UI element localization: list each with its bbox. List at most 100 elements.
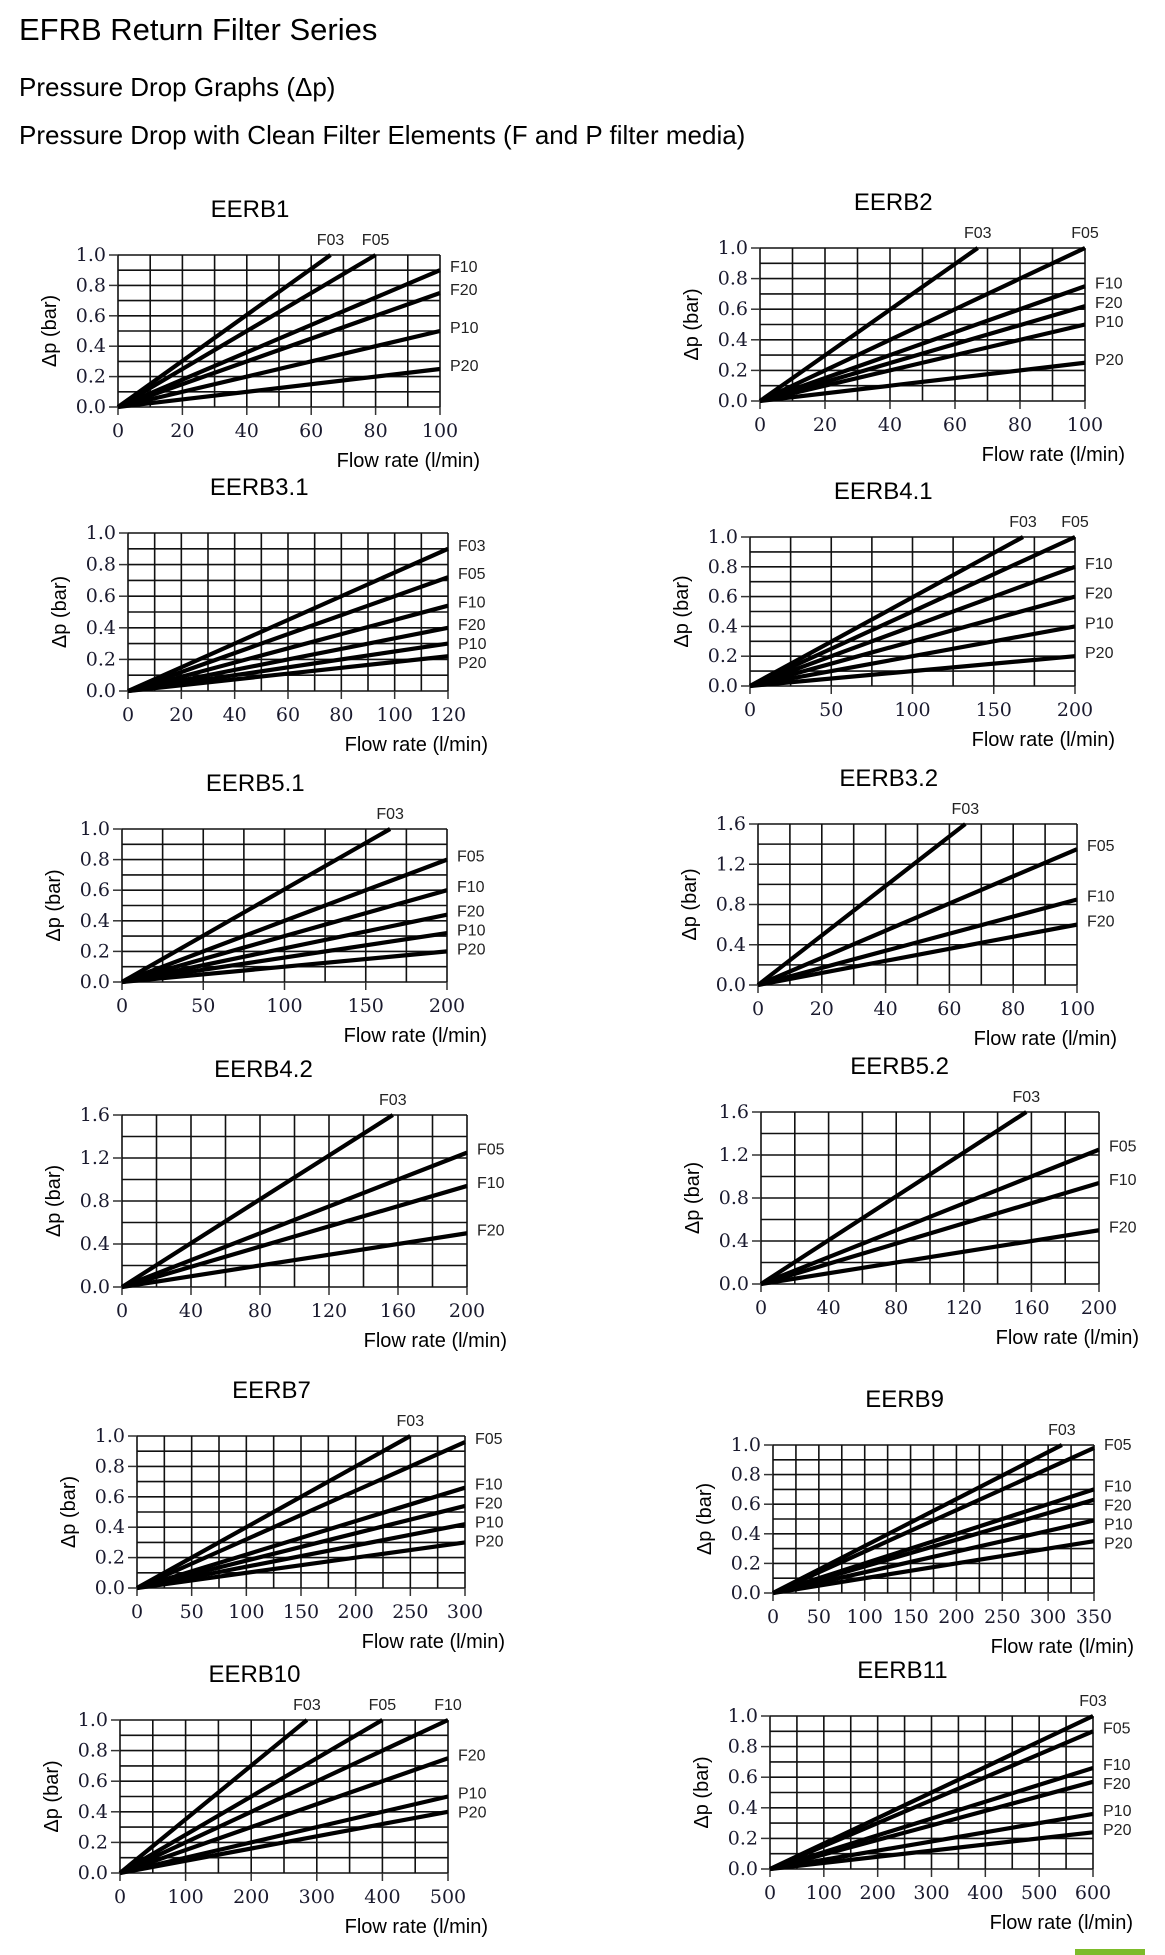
series-line-p20 <box>117 366 441 410</box>
series-line-f10 <box>760 1180 1100 1287</box>
y-tick-label: 0.2 <box>80 940 110 962</box>
x-tick-label: 400 <box>967 1882 1003 1904</box>
y-tick-label: 0.6 <box>76 305 106 327</box>
series-label-p10: P10 <box>458 636 487 653</box>
series-line-p20 <box>136 1540 466 1591</box>
y-tick-label: 0.4 <box>718 329 748 351</box>
series-line-p20 <box>121 949 448 985</box>
series-label-f20: F20 <box>1104 1497 1132 1514</box>
series-label-f05: F05 <box>1104 1437 1132 1454</box>
x-axis-label: Flow rate (l/min) <box>972 729 1115 751</box>
y-tick-label: 0.0 <box>719 1273 749 1295</box>
y-tick-label: 0.2 <box>76 366 106 388</box>
series-label-p10: P10 <box>1103 1803 1132 1820</box>
x-tick-label: 50 <box>191 995 215 1017</box>
x-tick-label: 150 <box>283 1601 319 1623</box>
series-label-p20: P20 <box>1103 1822 1132 1839</box>
y-axis-label: Δp (bar) <box>43 869 65 941</box>
x-tick-label: 120 <box>311 1300 347 1322</box>
series-label-f10: F10 <box>1087 888 1115 905</box>
chart-title: EERB2 <box>854 189 933 216</box>
y-tick-label: 0.2 <box>95 1547 125 1569</box>
series-line-f05 <box>749 535 1076 688</box>
series-line-f03 <box>759 1110 1028 1286</box>
y-axis-label: Δp (bar) <box>41 1760 63 1832</box>
y-tick-label: 1.6 <box>716 813 746 835</box>
x-tick-label: 80 <box>1001 998 1025 1020</box>
series-label-p10: P10 <box>1104 1516 1133 1533</box>
series-line-f10 <box>769 1766 1094 1872</box>
x-tick-label: 0 <box>114 1886 126 1908</box>
series-line-f05 <box>121 857 448 984</box>
chart-title: EERB1 <box>211 196 290 223</box>
series-label-p10: P10 <box>475 1515 504 1532</box>
x-tick-label: 40 <box>878 414 902 436</box>
y-tick-label: 0.8 <box>76 274 106 296</box>
series-line-p20 <box>759 360 1086 404</box>
x-tick-label: 200 <box>1081 1297 1117 1319</box>
chart-eerb2: 0.0 0.2 0.4 0.6 0.8 1.0 0 20 40 60 80 100 EERB2 Δp (b… <box>660 168 1165 476</box>
x-tick-label: 100 <box>806 1882 842 1904</box>
y-axis-label: Δp (bar) <box>694 1483 716 1555</box>
y-tick-label: 0.8 <box>708 556 738 578</box>
x-axis-label: Flow rate (l/min) <box>344 1025 487 1047</box>
chart-svg: 0.0 0.2 0.4 0.6 0.8 1.0 0 20 40 60 80 100 120 EERB3.1… <box>49 474 488 756</box>
series-line-f10 <box>136 1485 466 1591</box>
chart-svg: 0.0 0.2 0.4 0.6 0.8 1.0 0 20 40 60 80 100 EERB1 Δp (b… <box>39 196 480 472</box>
series-label-f05: F05 <box>1087 838 1115 855</box>
series-label-f10: F10 <box>458 595 486 612</box>
series-line-f20 <box>759 304 1086 404</box>
series-label-f20: F20 <box>1095 295 1123 312</box>
x-axis-label: Flow rate (l/min) <box>345 1916 488 1938</box>
y-tick-label: 1.0 <box>718 237 748 259</box>
chart-eerb5-1: 0.0 0.2 0.4 0.6 0.8 1.0 0 50 100 150 200 EERB5.1 Δp … <box>22 749 547 1057</box>
x-tick-label: 300 <box>299 1886 335 1908</box>
y-tick-label: 0.0 <box>76 396 106 418</box>
series-line-f10 <box>749 564 1076 688</box>
y-tick-label: 0.4 <box>716 934 746 956</box>
y-axis-label: Δp (bar) <box>679 868 701 940</box>
series-label-p10: P10 <box>457 923 486 940</box>
chart-title: EERB4.2 <box>214 1056 313 1083</box>
chart-title: EERB3.1 <box>210 474 309 501</box>
series-line-p20 <box>769 1830 1094 1872</box>
series-label-f10: F10 <box>1085 556 1113 573</box>
series-line-f03 <box>772 1443 1063 1595</box>
series-line-p10 <box>749 624 1076 689</box>
y-axis-label: Δp (bar) <box>43 1165 65 1237</box>
y-tick-label: 0.6 <box>728 1766 758 1788</box>
x-tick-label: 0 <box>767 1606 779 1628</box>
y-tick-label: 0.6 <box>731 1493 761 1515</box>
series-label-f20: F20 <box>475 1496 503 1513</box>
y-tick-label: 0.8 <box>718 268 748 290</box>
y-tick-label: 0.8 <box>80 849 110 871</box>
y-tick-label: 0.6 <box>86 585 116 607</box>
y-tick-label: 1.0 <box>728 1705 758 1727</box>
series-label-f03: F03 <box>376 806 404 823</box>
series-line-f05 <box>127 575 449 693</box>
series-line-f20 <box>136 1503 466 1591</box>
series-label-f03: F03 <box>1013 1089 1041 1106</box>
series-line-f10 <box>127 603 449 694</box>
y-tick-label: 1.0 <box>86 522 116 544</box>
x-axis-label: Flow rate (l/min) <box>362 1631 505 1653</box>
series-line-f20 <box>749 594 1076 689</box>
series-label-f10: F10 <box>1103 1757 1131 1774</box>
x-tick-label: 400 <box>364 1886 400 1908</box>
y-tick-label: 0.8 <box>728 1736 758 1758</box>
x-tick-label: 500 <box>1021 1882 1057 1904</box>
series-line-f05 <box>136 1440 466 1590</box>
x-tick-label: 300 <box>447 1601 483 1623</box>
series-label-f20: F20 <box>450 282 478 299</box>
y-axis-label: Δp (bar) <box>691 1756 713 1828</box>
series-line-f10 <box>121 888 448 985</box>
chart-svg: 0.0 0.4 0.8 1.2 1.6 0 20 40 60 80 100 EERB3.2 Δp (ba… <box>679 765 1117 1050</box>
x-tick-label: 100 <box>377 704 413 726</box>
chart-title: EERB7 <box>232 1377 311 1404</box>
x-tick-label: 120 <box>430 704 466 726</box>
chart-svg: 0.0 0.4 0.8 1.2 1.6 0 40 80 120 160 200 EERB4.2 Δp (… <box>43 1056 507 1352</box>
x-tick-label: 100 <box>266 995 302 1017</box>
x-axis-label: Flow rate (l/min) <box>996 1327 1139 1349</box>
chart-title: EERB9 <box>865 1386 944 1413</box>
y-tick-label: 0.2 <box>731 1552 761 1574</box>
